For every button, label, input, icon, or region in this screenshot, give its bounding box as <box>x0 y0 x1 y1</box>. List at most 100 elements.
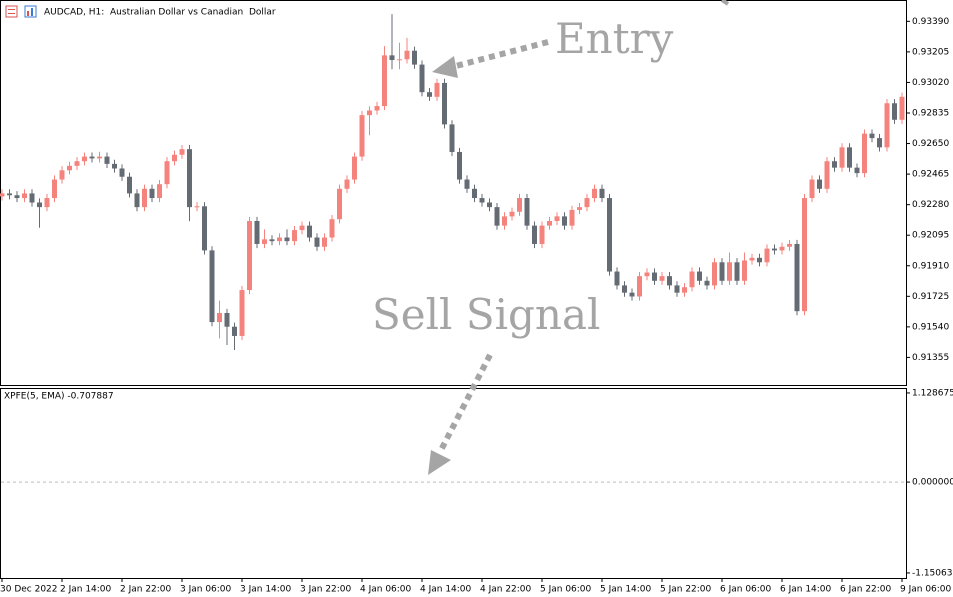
candle-body <box>509 211 515 217</box>
candle-body <box>457 151 462 180</box>
candle-body <box>202 206 207 251</box>
candle-body <box>554 216 560 222</box>
candle-body <box>284 237 290 242</box>
candle-body <box>569 209 575 226</box>
y-tick-label: 0.93390 <box>912 17 949 27</box>
candle-body <box>719 262 725 281</box>
candle-body <box>307 225 312 238</box>
candle-body <box>419 64 425 93</box>
candle-body <box>172 154 177 162</box>
candle-body <box>494 207 500 226</box>
candle-body <box>112 163 117 169</box>
candle-body <box>809 179 815 199</box>
candle-body <box>149 188 155 199</box>
candle-body <box>652 272 657 281</box>
indicator-panel <box>0 388 907 579</box>
candle-body <box>562 216 567 226</box>
x-tick-label: 6 Jan 06:00 <box>720 585 772 595</box>
candle-body <box>67 165 72 171</box>
candle-body <box>479 198 485 203</box>
candle-body <box>89 156 95 159</box>
candle-body <box>817 179 822 189</box>
arrows <box>428 0 730 475</box>
candle-body <box>329 219 335 238</box>
candle-body <box>899 96 905 120</box>
candle-body <box>697 271 702 281</box>
candle-body <box>322 237 327 247</box>
candle-body <box>434 82 440 97</box>
candle-body <box>359 115 365 157</box>
candle-body <box>269 239 275 242</box>
y-tick-label: 0.91540 <box>912 322 949 332</box>
candle-body <box>142 188 147 208</box>
arrow-line <box>720 0 730 6</box>
candle-body <box>247 221 252 291</box>
candle-body <box>397 59 402 61</box>
chart-title: AUDCAD, H1: Australian Dollar vs Canadia… <box>44 8 276 18</box>
candle-body <box>352 156 357 180</box>
candle-body <box>764 248 770 263</box>
candle-body <box>157 184 162 199</box>
x-tick-label: 5 Jan 14:00 <box>600 585 652 595</box>
candle-body <box>127 176 132 194</box>
y-tick-label: 0.93020 <box>912 78 949 88</box>
candle-body <box>299 225 305 231</box>
candle-body <box>547 221 552 226</box>
candle-body <box>74 161 80 166</box>
candle-body <box>824 161 830 189</box>
candle-body <box>637 276 642 297</box>
x-tick-label: 30 Dec 2022 <box>0 585 58 595</box>
candle-body <box>367 110 372 116</box>
candle-body <box>524 198 530 226</box>
icon <box>31 8 33 16</box>
candle-body <box>787 243 792 247</box>
candle-body <box>29 193 35 203</box>
candle-body <box>277 237 282 242</box>
candle-body <box>607 198 612 272</box>
candle-body <box>194 206 200 208</box>
candle-body <box>644 272 650 277</box>
icon <box>27 11 29 16</box>
candle-body <box>52 179 57 199</box>
x-tick-label: 2 Jan 14:00 <box>60 585 112 595</box>
y-tick-label: 0.91725 <box>912 292 949 302</box>
candle-body <box>487 202 492 208</box>
candle-body <box>832 161 837 168</box>
arrow-head <box>428 450 451 475</box>
candle-body <box>539 225 545 244</box>
icon <box>24 5 37 18</box>
arrow-head <box>432 56 458 78</box>
candle-body <box>682 287 687 293</box>
candle-body <box>404 50 410 60</box>
y-tick-label: 1.128675 <box>912 388 953 398</box>
x-tick-label: 3 Jan 22:00 <box>300 585 352 595</box>
y-tick-label: 0.92835 <box>912 108 949 118</box>
symbol-icons <box>5 5 37 18</box>
candle-body <box>344 179 350 189</box>
y-tick-label: 0.000000 <box>912 478 953 488</box>
candle-body <box>7 193 12 196</box>
annotation: Entry <box>555 14 674 63</box>
candle-body <box>104 156 110 164</box>
candle-body <box>892 103 897 120</box>
candle-body <box>292 230 297 242</box>
candle-body <box>802 198 807 312</box>
candle-body <box>382 55 387 107</box>
candle-body <box>674 285 680 293</box>
candle-body <box>614 271 620 286</box>
arrow-line <box>437 353 493 454</box>
candle-body <box>427 92 432 97</box>
x-tick-label: 3 Jan 06:00 <box>180 585 232 595</box>
candle-body <box>254 221 260 244</box>
candle-body <box>44 198 50 208</box>
candle-body <box>337 188 342 220</box>
candle-body <box>877 138 882 148</box>
candle-body <box>472 188 477 199</box>
candle-body <box>839 147 845 168</box>
candle-body <box>217 312 222 323</box>
candle-body <box>374 106 380 111</box>
y-tick-label: 0.93205 <box>912 47 949 57</box>
candle-body <box>314 237 320 247</box>
candle-body <box>134 193 140 208</box>
